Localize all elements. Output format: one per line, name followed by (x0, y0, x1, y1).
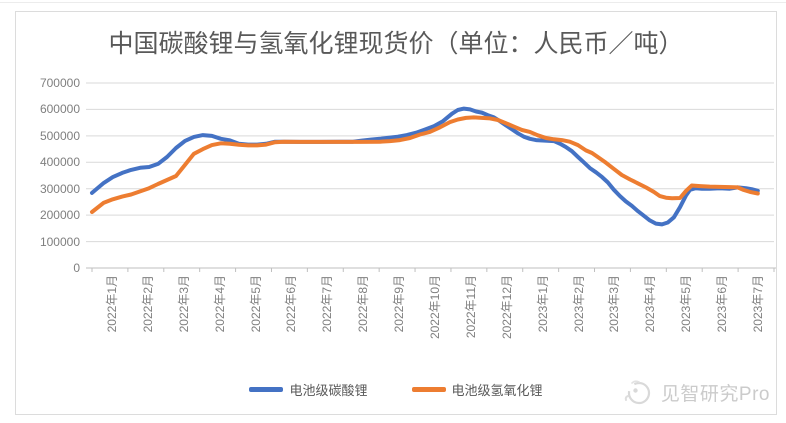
chart-title: 中国碳酸锂与氢氧化锂现货价（单位：人民币／吨） (108, 30, 684, 58)
x-tick-label: 2022年11月 (463, 275, 478, 339)
x-tick-label: 2022年4月 (212, 275, 227, 333)
x-tick-label: 2023年4月 (643, 275, 658, 333)
page-top-divider (0, 2, 786, 3)
x-tick-label: 2023年2月 (571, 275, 586, 333)
x-tick-label: 2022年8月 (356, 275, 371, 333)
watermark-text: 见智研究Pro (660, 383, 770, 405)
y-tick-label: 500000 (39, 128, 80, 143)
legend-label-hydroxide: 电池级氢氧化锂 (451, 383, 543, 398)
x-tick-label: 2022年3月 (176, 275, 191, 333)
series-line-0 (90, 106, 760, 227)
series-line-1 (90, 115, 760, 214)
legend-item-carbonate: 电池级碳酸锂 (249, 380, 368, 399)
x-tick-label: 2022年9月 (392, 275, 407, 333)
carbonate-line-swatch (249, 387, 284, 392)
legend-item-hydroxide: 电池级氢氧化锂 (411, 380, 543, 399)
y-tick-label: 600000 (39, 102, 80, 117)
legend: 电池级碳酸锂 电池级氢氧化锂 (15, 380, 777, 399)
x-tick-label: 2023年3月 (607, 275, 622, 333)
y-tick-label: 0 (73, 261, 80, 275)
y-tick-label: 300000 (39, 181, 80, 196)
y-tick-label: 200000 (39, 208, 80, 223)
x-tick-label: 2022年1月 (104, 275, 119, 333)
y-tick-label: 400000 (39, 155, 80, 170)
x-tick-label: 2023年6月 (715, 275, 730, 333)
x-tick-label: 2022年12月 (499, 275, 514, 340)
x-tick-label: 2023年7月 (751, 275, 766, 333)
hydroxide-line-swatch (411, 387, 446, 392)
x-tick-label: 2022年5月 (248, 275, 263, 333)
x-tick-label: 2022年10月 (428, 275, 442, 340)
jianzhi-logo-icon (624, 380, 651, 405)
x-tick-label: 2022年7月 (320, 275, 335, 333)
y-tick-label: 100000 (39, 234, 80, 249)
x-tick-label: 2022年2月 (140, 275, 155, 333)
y-tick-label: 700000 (39, 76, 80, 90)
watermark-logo: 见智研究Pro (622, 376, 770, 408)
x-tick-label: 2023年1月 (535, 275, 550, 333)
legend-label-carbonate: 电池级碳酸锂 (289, 383, 368, 398)
x-tick-label: 2022年6月 (284, 275, 299, 333)
x-tick-label: 2023年5月 (679, 275, 694, 333)
chart-frame (15, 11, 777, 415)
